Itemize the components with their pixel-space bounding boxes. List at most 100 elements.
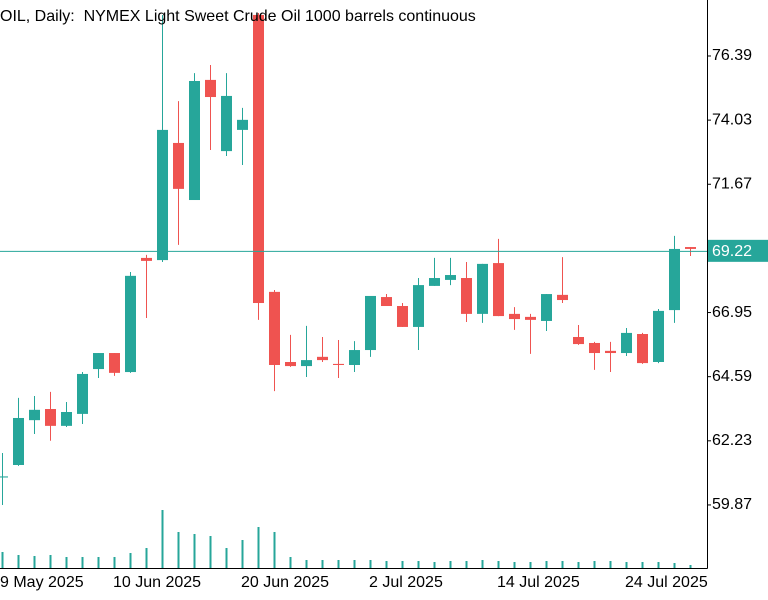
x-tick-label: 24 Jul 2025: [625, 574, 708, 591]
volume-bar: [81, 557, 84, 568]
candle-body: [109, 353, 120, 373]
candle-body: [157, 129, 168, 261]
candle-body: [317, 356, 328, 361]
candle-body: [269, 291, 280, 365]
candle-body: [653, 310, 664, 362]
volume-bar: [225, 548, 228, 568]
candle-body: [93, 353, 104, 370]
x-tick-label: 2 Jul 2025: [369, 574, 443, 591]
candle-body: [61, 412, 72, 426]
candle-body: [237, 119, 248, 130]
x-tick-label: 9 May 2025: [0, 574, 84, 591]
volume-bar: [401, 561, 404, 568]
candle-body: [589, 342, 600, 354]
candle-body: [45, 409, 56, 426]
volume-bar: [113, 557, 116, 568]
candle-body: [573, 336, 584, 345]
candle-body: [541, 294, 552, 321]
candle-body: [349, 350, 360, 365]
volume-bar: [337, 560, 340, 568]
candle-body: [509, 313, 520, 320]
last-price-box: [708, 239, 768, 262]
candle-body: [557, 294, 568, 301]
candle-body: [525, 316, 536, 320]
y-tick-label: 76.39: [712, 47, 752, 64]
volume-bar: [209, 536, 212, 568]
volume-bar: [561, 561, 564, 568]
volume-bar: [385, 561, 388, 568]
x-tick-label: 14 Jul 2025: [497, 574, 580, 591]
candle-body: [173, 142, 184, 189]
volume-bar: [193, 534, 196, 568]
chart-title: OIL, Daily: NYMEX Light Sweet Crude Oil …: [0, 8, 476, 25]
candle-body: [221, 95, 232, 152]
volume-bar: [177, 532, 180, 568]
volume-bar: [49, 555, 52, 568]
candle-body: [125, 275, 136, 373]
volume-bar: [689, 565, 692, 568]
candle-body: [381, 297, 392, 307]
volume-bar: [593, 561, 596, 568]
candle-body: [365, 295, 376, 351]
x-tick-label: 10 Jun 2025: [113, 574, 201, 591]
candle-body: [669, 248, 680, 311]
volume-bar: [353, 560, 356, 568]
volume-bar: [97, 557, 100, 568]
y-tick-label: 64.59: [712, 368, 752, 385]
volume-bar: [33, 556, 36, 568]
volume-bar: [417, 561, 420, 568]
candle-body: [205, 79, 216, 98]
candle-body: [29, 409, 40, 421]
volume-bar: [257, 527, 260, 568]
candle-body: [0, 476, 8, 478]
volume-bar: [305, 560, 308, 568]
candle-body: [477, 263, 488, 314]
candle-body: [285, 361, 296, 367]
candle-body: [445, 275, 456, 280]
volume-bar: [625, 562, 628, 568]
candle-body: [429, 278, 440, 286]
candle-body: [621, 332, 632, 354]
x-tick-label: 20 Jun 2025: [241, 574, 329, 591]
y-tick-label: 59.87: [712, 496, 752, 513]
candle-body: [413, 285, 424, 327]
volume-bar: [17, 555, 20, 568]
volume-bar: [449, 561, 452, 568]
volume-bar: [289, 557, 292, 568]
volume-bar: [321, 560, 324, 568]
candle-body: [189, 80, 200, 201]
candle-body: [461, 278, 472, 314]
volume-bar: [161, 510, 164, 568]
last-price-label: 69.22: [712, 243, 752, 260]
volume-bar: [577, 562, 580, 568]
candle-body: [685, 247, 696, 249]
volume-bar: [241, 540, 244, 568]
y-tick-label: 74.03: [712, 111, 752, 128]
volume-bar: [497, 561, 500, 568]
candle-body: [141, 257, 152, 261]
candle-body: [637, 334, 648, 364]
candle-body: [301, 360, 312, 367]
volume-bar: [609, 561, 612, 568]
candle-body: [605, 350, 616, 354]
volume-bar: [513, 562, 516, 568]
volume-bar: [641, 562, 644, 568]
volume-bar: [1, 552, 4, 568]
volume-bar: [529, 562, 532, 568]
volume-bar: [481, 560, 484, 568]
y-tick-label: 62.23: [712, 432, 752, 449]
candle-body: [333, 363, 344, 365]
volume-bar: [273, 532, 276, 568]
volume-bar: [369, 560, 372, 568]
volume-bar: [433, 562, 436, 568]
volume-bar: [673, 563, 676, 568]
volume-bar: [545, 561, 548, 568]
y-tick-label: 71.67: [712, 175, 752, 192]
candle-body: [253, 14, 264, 304]
candle-body: [13, 417, 24, 465]
volume-bar: [129, 553, 132, 568]
candle-body: [397, 306, 408, 327]
candle-body: [493, 263, 504, 317]
volume-bar: [145, 548, 148, 568]
